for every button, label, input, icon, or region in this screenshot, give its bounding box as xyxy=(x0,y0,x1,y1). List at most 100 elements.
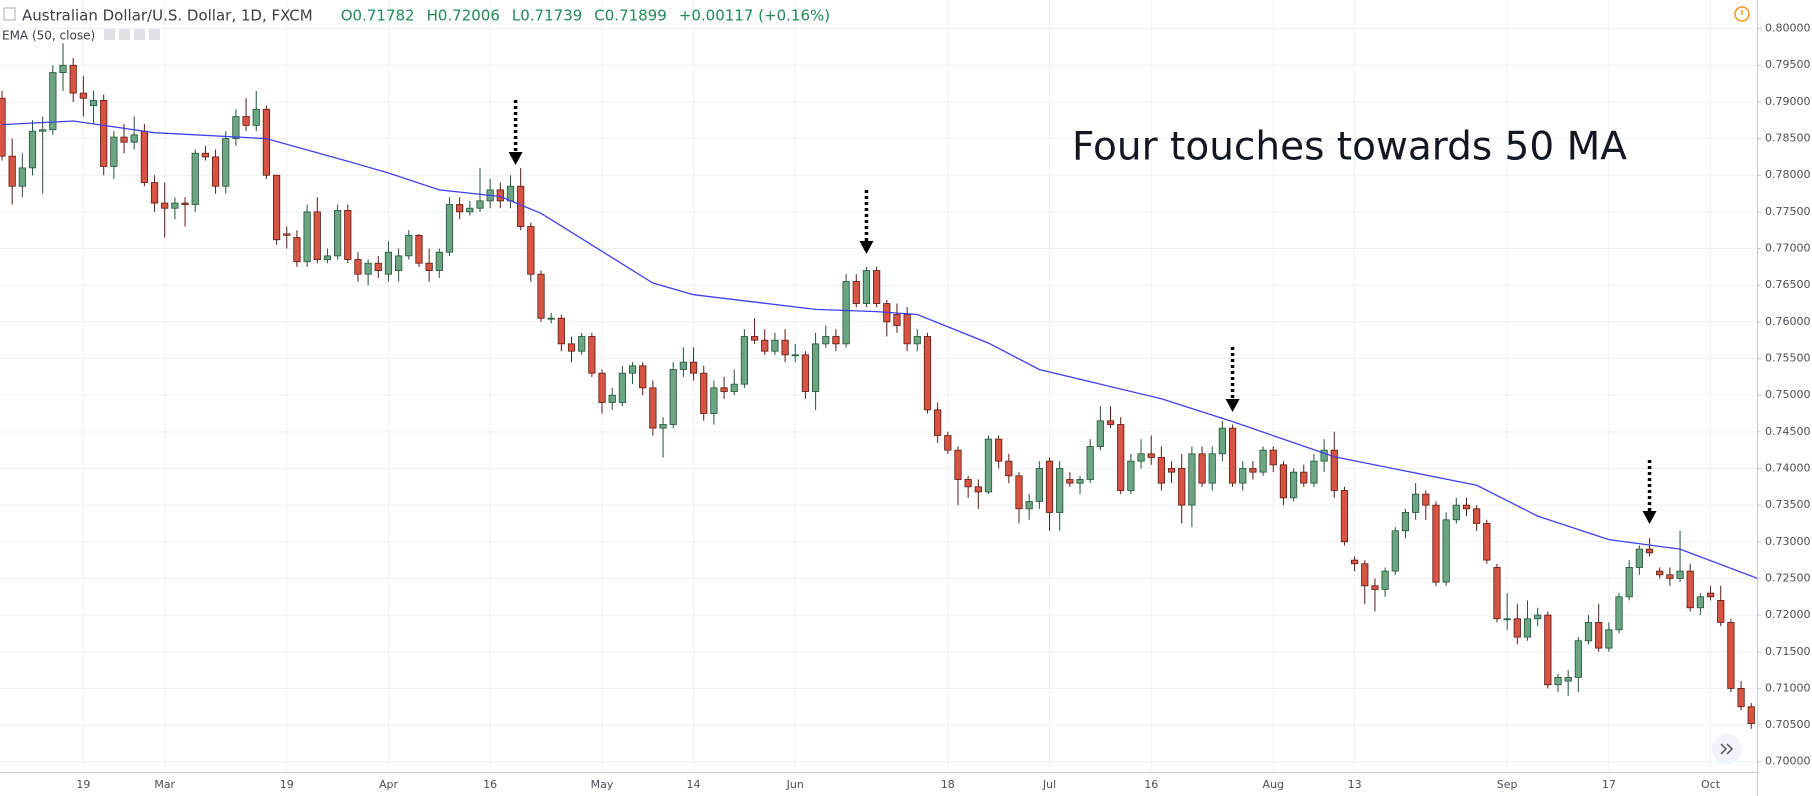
candle-body xyxy=(1106,420,1115,425)
candle-body xyxy=(211,156,220,187)
candle-body xyxy=(334,210,342,257)
candle-body xyxy=(1045,460,1054,513)
candle-body xyxy=(1605,629,1613,649)
candle-body xyxy=(79,92,87,99)
candle-body xyxy=(1371,585,1379,590)
x-tick-label: Oct xyxy=(1701,778,1721,791)
candle-body xyxy=(374,262,382,271)
candle-body xyxy=(700,372,708,414)
candle-body xyxy=(1198,453,1206,484)
candle-body xyxy=(1554,677,1562,686)
candle-body xyxy=(934,409,942,436)
y-tick-label: 0.72500 xyxy=(1765,571,1811,584)
candle-body xyxy=(364,262,372,275)
candle-body xyxy=(1147,453,1155,458)
candle-body xyxy=(1666,574,1674,579)
candle-body xyxy=(689,361,698,374)
candle-body xyxy=(598,372,606,403)
candle-body xyxy=(1584,622,1593,642)
indicator-buttons xyxy=(104,29,160,40)
candle-body xyxy=(39,129,47,132)
x-tick-label: Mar xyxy=(154,778,175,791)
candle-body xyxy=(1503,618,1511,621)
x-tick-label: Aug xyxy=(1263,778,1284,791)
candle-body xyxy=(456,204,464,213)
candle-body xyxy=(1228,427,1237,484)
candle-body xyxy=(588,336,596,374)
candle-body xyxy=(313,211,321,260)
y-tick-label: 0.76500 xyxy=(1765,278,1811,291)
candle-body xyxy=(1096,420,1104,447)
candle-body xyxy=(0,97,6,157)
candle-body xyxy=(110,136,118,167)
candle-body xyxy=(222,138,230,187)
candle-body xyxy=(801,354,810,392)
candle-body xyxy=(1381,570,1389,590)
collapse-icon[interactable] xyxy=(3,7,16,21)
candle-body xyxy=(171,202,179,209)
arrow-head xyxy=(508,152,523,165)
candle-body xyxy=(1117,424,1125,491)
candle-body xyxy=(1351,559,1359,565)
candle-body xyxy=(628,365,637,374)
candle-body xyxy=(1442,519,1450,583)
candle-body xyxy=(466,207,474,213)
more-button[interactable] xyxy=(134,29,145,40)
candle-body xyxy=(130,134,138,143)
candle-body xyxy=(1544,614,1552,686)
candle-body xyxy=(995,438,1003,462)
candle-body xyxy=(832,336,840,345)
x-tick-label: 19 xyxy=(280,778,294,791)
candle-body xyxy=(639,365,647,389)
candle-body xyxy=(720,387,728,392)
candle-body xyxy=(201,152,209,158)
x-tick-label: 17 xyxy=(1602,778,1616,791)
candle-body xyxy=(1076,479,1084,484)
symbol-title: Australian Dollar/U.S. Dollar, 1D, FXCM xyxy=(22,7,313,25)
candle-body xyxy=(1595,622,1603,649)
candle-body xyxy=(761,339,769,352)
candle-body xyxy=(771,339,779,352)
candle-body xyxy=(1300,471,1308,484)
warning-icon[interactable] xyxy=(1734,6,1750,22)
candle-body xyxy=(1747,706,1755,725)
y-tick-label: 0.75000 xyxy=(1765,388,1811,401)
candle-body xyxy=(873,270,881,304)
candle-body xyxy=(842,281,850,345)
settings-button[interactable] xyxy=(119,29,130,40)
y-tick-label: 0.75500 xyxy=(1765,352,1811,365)
candle-body xyxy=(59,64,67,73)
candle-body xyxy=(1330,449,1338,491)
candle-body xyxy=(618,372,626,403)
candle-body xyxy=(242,116,250,126)
candle-body xyxy=(1269,449,1277,466)
candle-body xyxy=(893,314,901,326)
candle-body xyxy=(1259,449,1267,473)
candle-body xyxy=(405,234,413,257)
readout-value: +0.00117 (+0.16%) xyxy=(679,7,830,25)
candle-body xyxy=(740,336,749,385)
candle-body xyxy=(1412,493,1420,513)
candle-body xyxy=(608,394,616,403)
x-tick-label: Sep xyxy=(1497,778,1518,791)
axes: 0.70000 0.70500 0.71000 0.71500 0.72000 0.725… xyxy=(76,22,1810,791)
remove-button[interactable] xyxy=(149,29,160,40)
candle-body xyxy=(1005,460,1013,477)
candle-body xyxy=(496,189,504,202)
candle-body xyxy=(1178,468,1186,506)
candle-body xyxy=(1534,614,1542,620)
visibility-button[interactable] xyxy=(104,29,115,40)
candle-body xyxy=(415,234,423,264)
candle-body xyxy=(89,100,98,106)
y-tick-label: 0.79000 xyxy=(1765,95,1811,108)
y-tick-label: 0.76000 xyxy=(1765,315,1811,328)
y-tick-label: 0.79500 xyxy=(1765,58,1811,71)
y-tick-label: 0.78500 xyxy=(1765,132,1811,145)
candle-body xyxy=(984,438,993,493)
arrow-head xyxy=(1225,399,1240,412)
candle-body xyxy=(384,251,393,275)
candle-body xyxy=(49,72,57,131)
candle-body xyxy=(1056,468,1064,513)
y-tick-label: 0.77000 xyxy=(1765,242,1811,255)
